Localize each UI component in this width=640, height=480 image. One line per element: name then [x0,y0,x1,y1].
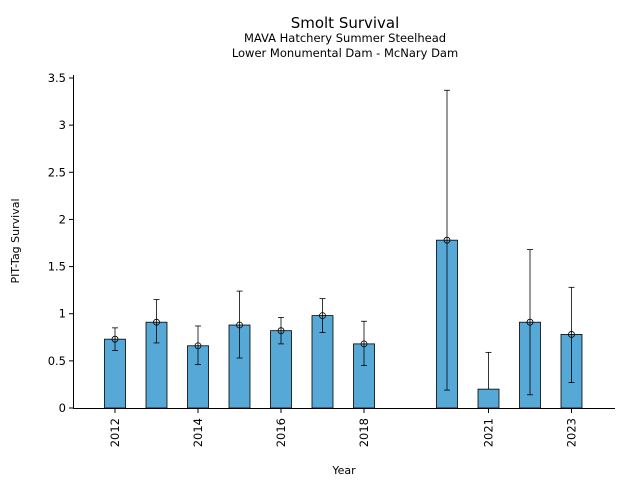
x-tick-label-2018: 2018 [357,418,371,447]
point-marker-2018 [360,340,368,348]
error-bars-group [112,89,575,396]
y-tick-label-2.5: 2.5 [48,165,66,179]
bar-2021 [477,388,500,409]
point-markers-group [111,236,575,350]
chart-title: Smolt Survival [291,14,400,32]
point-marker-2014 [194,342,202,350]
y-ticks-group: 0 0.5 1 1.5 2 2.5 3 3.5 [48,71,74,415]
y-tick-label-3: 3 [59,118,66,132]
x-tick-label-2014: 2014 [191,418,205,447]
y-tick-label-0.5: 0.5 [48,354,66,368]
y-axis-label: PIT-Tag Survival [9,198,22,283]
x-tick-label-2012: 2012 [108,418,122,447]
x-tick-label-2023: 2023 [565,418,579,447]
point-marker-2023 [568,331,575,338]
x-tick-label-2021: 2021 [482,418,496,447]
point-marker-2016 [277,327,285,335]
chart-subtitle-line-1: MAVA Hatchery Summer Steelhead [244,31,446,45]
point-marker-2012 [111,335,119,343]
x-tick-label-2016: 2016 [274,418,288,447]
y-tick-label-0: 0 [59,401,66,415]
y-tick-label-2: 2 [59,212,66,226]
point-marker-2013 [153,318,160,326]
y-tick-label-1.5: 1.5 [48,260,66,274]
bars-group [104,239,583,409]
point-marker-2020 [443,236,451,244]
point-marker-2017 [319,312,326,320]
point-marker-2015 [236,321,243,329]
x-ticks-group: 2012 2014 2016 2018 2021 2023 [108,408,579,447]
y-tick-label-1: 1 [59,307,66,321]
y-tick-label-3.5: 3.5 [48,71,66,85]
x-axis-label: Year [331,464,356,477]
point-marker-2022 [526,318,534,326]
chart-subtitle-line-2: Lower Monumental Dam - McNary Dam [232,46,458,60]
